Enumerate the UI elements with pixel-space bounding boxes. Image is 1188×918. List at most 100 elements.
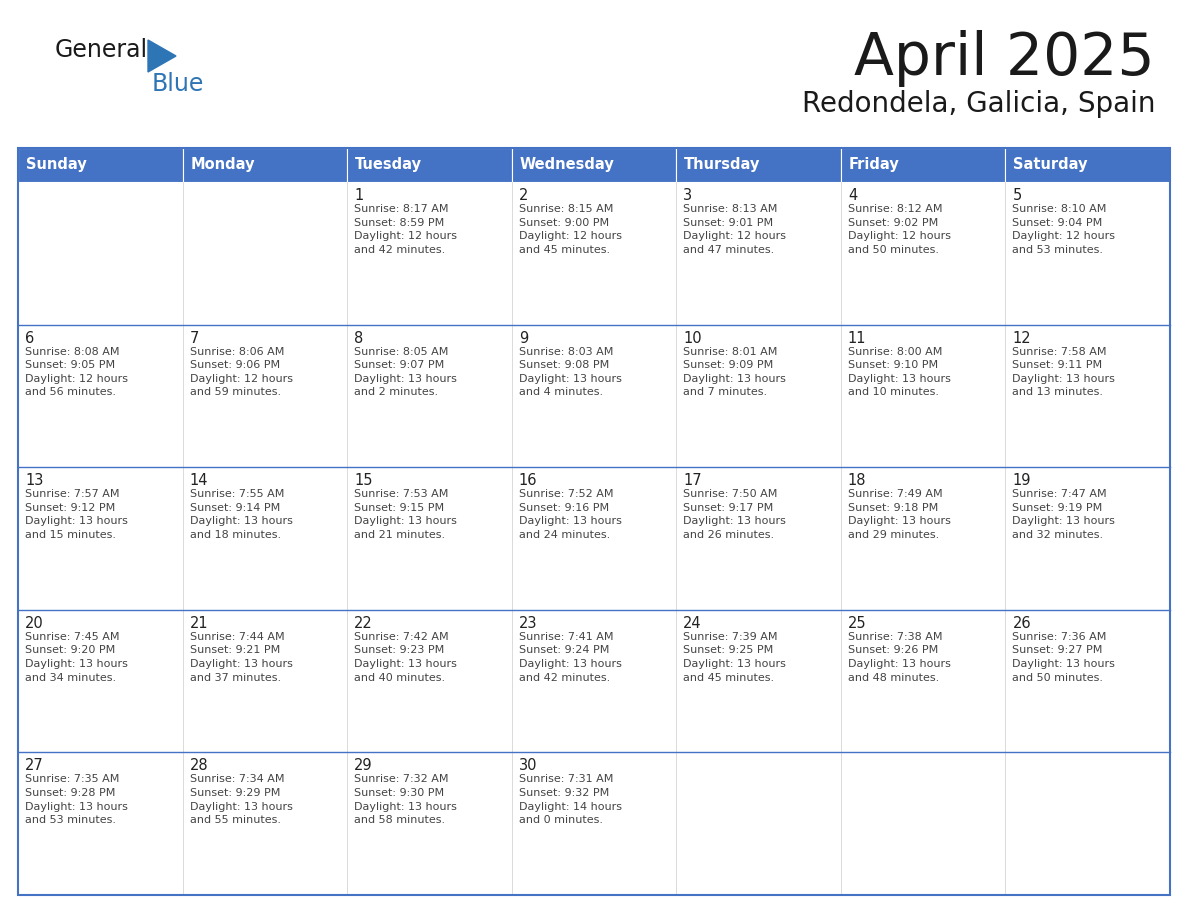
Text: April 2025: April 2025 — [854, 30, 1155, 87]
Text: Sunrise: 7:31 AM
Sunset: 9:32 PM
Daylight: 14 hours
and 0 minutes.: Sunrise: 7:31 AM Sunset: 9:32 PM Dayligh… — [519, 775, 621, 825]
Text: Sunday: Sunday — [26, 158, 87, 173]
Bar — [841, 325, 1005, 467]
Bar — [512, 610, 676, 753]
Text: Sunrise: 8:06 AM
Sunset: 9:06 PM
Daylight: 12 hours
and 59 minutes.: Sunrise: 8:06 AM Sunset: 9:06 PM Dayligh… — [190, 347, 292, 397]
Bar — [512, 182, 676, 325]
Text: 26: 26 — [1012, 616, 1031, 631]
Bar — [18, 325, 183, 467]
Bar — [841, 753, 1005, 895]
Bar — [676, 182, 841, 325]
Text: Sunrise: 8:01 AM
Sunset: 9:09 PM
Daylight: 13 hours
and 7 minutes.: Sunrise: 8:01 AM Sunset: 9:09 PM Dayligh… — [683, 347, 786, 397]
Text: Sunrise: 7:49 AM
Sunset: 9:18 PM
Daylight: 13 hours
and 29 minutes.: Sunrise: 7:49 AM Sunset: 9:18 PM Dayligh… — [848, 489, 950, 540]
Text: Sunrise: 7:58 AM
Sunset: 9:11 PM
Daylight: 13 hours
and 13 minutes.: Sunrise: 7:58 AM Sunset: 9:11 PM Dayligh… — [1012, 347, 1116, 397]
Text: Saturday: Saturday — [1013, 158, 1088, 173]
Text: Sunrise: 7:38 AM
Sunset: 9:26 PM
Daylight: 13 hours
and 48 minutes.: Sunrise: 7:38 AM Sunset: 9:26 PM Dayligh… — [848, 632, 950, 683]
Text: Sunrise: 8:13 AM
Sunset: 9:01 PM
Daylight: 12 hours
and 47 minutes.: Sunrise: 8:13 AM Sunset: 9:01 PM Dayligh… — [683, 204, 786, 255]
Bar — [18, 467, 183, 610]
Text: Sunrise: 8:08 AM
Sunset: 9:05 PM
Daylight: 12 hours
and 56 minutes.: Sunrise: 8:08 AM Sunset: 9:05 PM Dayligh… — [25, 347, 128, 397]
Bar — [347, 325, 512, 467]
Bar — [512, 753, 676, 895]
Bar — [347, 182, 512, 325]
Bar — [841, 610, 1005, 753]
Bar — [841, 182, 1005, 325]
Text: Sunrise: 7:39 AM
Sunset: 9:25 PM
Daylight: 13 hours
and 45 minutes.: Sunrise: 7:39 AM Sunset: 9:25 PM Dayligh… — [683, 632, 786, 683]
Text: 1: 1 — [354, 188, 364, 203]
Text: 25: 25 — [848, 616, 866, 631]
Text: 4: 4 — [848, 188, 857, 203]
Bar — [676, 148, 841, 182]
Text: 2: 2 — [519, 188, 529, 203]
Text: 7: 7 — [190, 330, 198, 345]
Text: Sunrise: 7:47 AM
Sunset: 9:19 PM
Daylight: 13 hours
and 32 minutes.: Sunrise: 7:47 AM Sunset: 9:19 PM Dayligh… — [1012, 489, 1116, 540]
Text: Sunrise: 7:35 AM
Sunset: 9:28 PM
Daylight: 13 hours
and 53 minutes.: Sunrise: 7:35 AM Sunset: 9:28 PM Dayligh… — [25, 775, 128, 825]
Text: 28: 28 — [190, 758, 208, 773]
Bar — [512, 325, 676, 467]
Text: 27: 27 — [25, 758, 44, 773]
Bar — [183, 467, 347, 610]
Bar — [676, 325, 841, 467]
Text: Sunrise: 8:00 AM
Sunset: 9:10 PM
Daylight: 13 hours
and 10 minutes.: Sunrise: 8:00 AM Sunset: 9:10 PM Dayligh… — [848, 347, 950, 397]
Text: 24: 24 — [683, 616, 702, 631]
Bar — [18, 148, 1170, 895]
Text: 30: 30 — [519, 758, 537, 773]
Text: General: General — [55, 38, 148, 62]
Text: 12: 12 — [1012, 330, 1031, 345]
Bar — [347, 148, 512, 182]
Text: Sunrise: 7:34 AM
Sunset: 9:29 PM
Daylight: 13 hours
and 55 minutes.: Sunrise: 7:34 AM Sunset: 9:29 PM Dayligh… — [190, 775, 292, 825]
Text: Wednesday: Wednesday — [519, 158, 614, 173]
Text: Sunrise: 7:50 AM
Sunset: 9:17 PM
Daylight: 13 hours
and 26 minutes.: Sunrise: 7:50 AM Sunset: 9:17 PM Dayligh… — [683, 489, 786, 540]
Bar — [1005, 148, 1170, 182]
Text: Sunrise: 7:36 AM
Sunset: 9:27 PM
Daylight: 13 hours
and 50 minutes.: Sunrise: 7:36 AM Sunset: 9:27 PM Dayligh… — [1012, 632, 1116, 683]
Bar — [1005, 182, 1170, 325]
Text: Sunrise: 7:53 AM
Sunset: 9:15 PM
Daylight: 13 hours
and 21 minutes.: Sunrise: 7:53 AM Sunset: 9:15 PM Dayligh… — [354, 489, 457, 540]
Text: 8: 8 — [354, 330, 364, 345]
Bar — [1005, 753, 1170, 895]
Polygon shape — [148, 40, 176, 72]
Text: 11: 11 — [848, 330, 866, 345]
Text: Sunrise: 8:17 AM
Sunset: 8:59 PM
Daylight: 12 hours
and 42 minutes.: Sunrise: 8:17 AM Sunset: 8:59 PM Dayligh… — [354, 204, 457, 255]
Text: Sunrise: 7:45 AM
Sunset: 9:20 PM
Daylight: 13 hours
and 34 minutes.: Sunrise: 7:45 AM Sunset: 9:20 PM Dayligh… — [25, 632, 128, 683]
Text: 9: 9 — [519, 330, 527, 345]
Text: 29: 29 — [354, 758, 373, 773]
Text: Monday: Monday — [190, 158, 255, 173]
Text: Sunrise: 7:52 AM
Sunset: 9:16 PM
Daylight: 13 hours
and 24 minutes.: Sunrise: 7:52 AM Sunset: 9:16 PM Dayligh… — [519, 489, 621, 540]
Text: 22: 22 — [354, 616, 373, 631]
Text: 23: 23 — [519, 616, 537, 631]
Bar — [512, 467, 676, 610]
Text: 21: 21 — [190, 616, 208, 631]
Text: Sunrise: 8:05 AM
Sunset: 9:07 PM
Daylight: 13 hours
and 2 minutes.: Sunrise: 8:05 AM Sunset: 9:07 PM Dayligh… — [354, 347, 457, 397]
Bar — [676, 467, 841, 610]
Text: Sunrise: 7:32 AM
Sunset: 9:30 PM
Daylight: 13 hours
and 58 minutes.: Sunrise: 7:32 AM Sunset: 9:30 PM Dayligh… — [354, 775, 457, 825]
Bar — [347, 467, 512, 610]
Bar — [676, 610, 841, 753]
Bar — [18, 753, 183, 895]
Text: 20: 20 — [25, 616, 44, 631]
Text: Sunrise: 7:41 AM
Sunset: 9:24 PM
Daylight: 13 hours
and 42 minutes.: Sunrise: 7:41 AM Sunset: 9:24 PM Dayligh… — [519, 632, 621, 683]
Bar — [512, 148, 676, 182]
Text: Sunrise: 8:12 AM
Sunset: 9:02 PM
Daylight: 12 hours
and 50 minutes.: Sunrise: 8:12 AM Sunset: 9:02 PM Dayligh… — [848, 204, 950, 255]
Bar — [18, 182, 183, 325]
Bar — [183, 182, 347, 325]
Bar — [676, 753, 841, 895]
Text: Sunrise: 7:42 AM
Sunset: 9:23 PM
Daylight: 13 hours
and 40 minutes.: Sunrise: 7:42 AM Sunset: 9:23 PM Dayligh… — [354, 632, 457, 683]
Text: Sunrise: 8:15 AM
Sunset: 9:00 PM
Daylight: 12 hours
and 45 minutes.: Sunrise: 8:15 AM Sunset: 9:00 PM Dayligh… — [519, 204, 621, 255]
Text: Friday: Friday — [849, 158, 899, 173]
Bar — [183, 753, 347, 895]
Text: 19: 19 — [1012, 473, 1031, 488]
Text: Sunrise: 7:44 AM
Sunset: 9:21 PM
Daylight: 13 hours
and 37 minutes.: Sunrise: 7:44 AM Sunset: 9:21 PM Dayligh… — [190, 632, 292, 683]
Bar — [1005, 610, 1170, 753]
Bar — [183, 325, 347, 467]
Bar — [1005, 467, 1170, 610]
Bar — [347, 753, 512, 895]
Bar — [183, 148, 347, 182]
Text: Sunrise: 7:57 AM
Sunset: 9:12 PM
Daylight: 13 hours
and 15 minutes.: Sunrise: 7:57 AM Sunset: 9:12 PM Dayligh… — [25, 489, 128, 540]
Text: Sunrise: 8:10 AM
Sunset: 9:04 PM
Daylight: 12 hours
and 53 minutes.: Sunrise: 8:10 AM Sunset: 9:04 PM Dayligh… — [1012, 204, 1116, 255]
Bar — [1005, 325, 1170, 467]
Text: 15: 15 — [354, 473, 373, 488]
Text: 3: 3 — [683, 188, 693, 203]
Text: Thursday: Thursday — [684, 158, 760, 173]
Bar — [347, 610, 512, 753]
Text: 5: 5 — [1012, 188, 1022, 203]
Text: Sunrise: 8:03 AM
Sunset: 9:08 PM
Daylight: 13 hours
and 4 minutes.: Sunrise: 8:03 AM Sunset: 9:08 PM Dayligh… — [519, 347, 621, 397]
Bar — [841, 148, 1005, 182]
